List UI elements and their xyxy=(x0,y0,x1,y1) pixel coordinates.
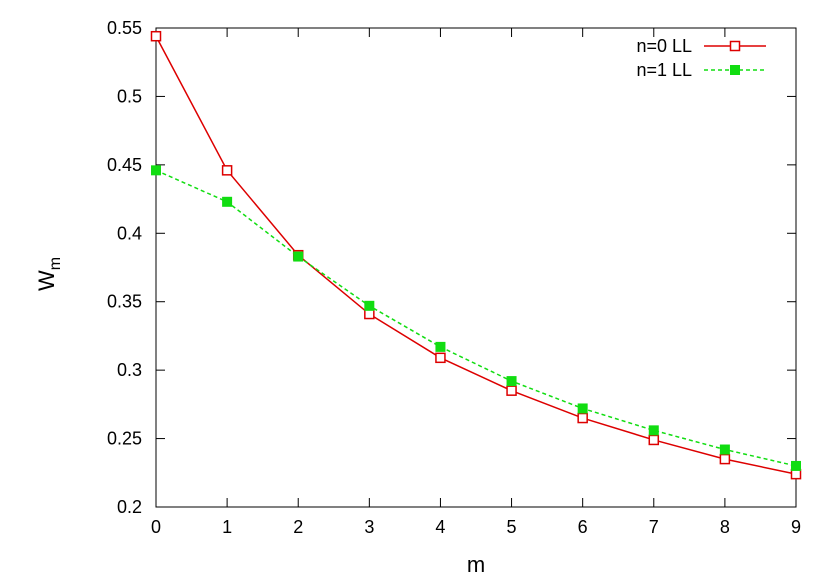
x-tick-label: 7 xyxy=(649,517,659,537)
x-tick-label: 5 xyxy=(507,517,517,537)
data-point xyxy=(151,165,161,176)
series-group xyxy=(150,30,802,480)
legend-marker xyxy=(729,40,741,52)
legend-marker xyxy=(730,65,740,75)
legend: n=0 LL n=1 LL xyxy=(636,36,766,80)
x-tick-label: 1 xyxy=(222,517,232,537)
series-line xyxy=(155,35,797,475)
data-point xyxy=(577,412,588,424)
x-tick-label: 9 xyxy=(791,517,801,537)
legend-label: n=0 LL xyxy=(636,36,692,56)
x-tick-label: 0 xyxy=(151,517,161,537)
data-point xyxy=(150,30,162,42)
x-tick-label: 8 xyxy=(720,517,730,537)
data-point xyxy=(435,352,446,364)
y-tick-label: 0.2 xyxy=(117,497,142,517)
y-tick-label: 0.3 xyxy=(117,360,142,380)
x-axis-title: m xyxy=(467,552,485,577)
data-point xyxy=(222,196,233,207)
legend-label: n=1 LL xyxy=(636,60,692,80)
y-tick-label: 0.55 xyxy=(107,18,142,38)
series-line xyxy=(155,169,797,467)
y-axis-title-main: W xyxy=(34,270,59,291)
y-axis-title: Wm xyxy=(34,257,64,291)
data-point xyxy=(648,434,660,446)
x-tick-label: 6 xyxy=(578,517,588,537)
x-tick-label: 2 xyxy=(293,517,303,537)
data-point xyxy=(791,460,801,471)
y-tick-label: 0.45 xyxy=(107,155,142,175)
series-0 xyxy=(150,30,802,480)
y-tick-label: 0.4 xyxy=(117,223,142,243)
y-tick-label: 0.5 xyxy=(117,86,142,106)
data-point xyxy=(435,341,446,352)
plot-frame xyxy=(155,27,797,508)
y-tick-label: 0.25 xyxy=(107,429,142,449)
data-point xyxy=(364,300,375,311)
data-point xyxy=(719,453,731,465)
ticks: 0 1 2 3 4 5 6 7 8 9 0.2 0.25 0.3 0.35 0.4 0.45 0.5 0.55 xyxy=(107,18,801,537)
data-point xyxy=(506,376,517,387)
y-axis-title-subscript: m xyxy=(47,257,64,270)
data-point xyxy=(506,385,517,396)
data-point xyxy=(221,165,233,176)
data-point xyxy=(790,468,802,480)
axes xyxy=(155,27,797,508)
x-tick-label: 4 xyxy=(435,517,445,537)
data-point xyxy=(648,425,659,436)
x-tick-label: 3 xyxy=(364,517,374,537)
data-point xyxy=(293,251,304,262)
data-point xyxy=(719,444,730,455)
data-point xyxy=(364,308,375,320)
y-tick-label: 0.35 xyxy=(107,292,142,312)
data-point xyxy=(577,403,588,414)
series-1 xyxy=(151,165,801,471)
